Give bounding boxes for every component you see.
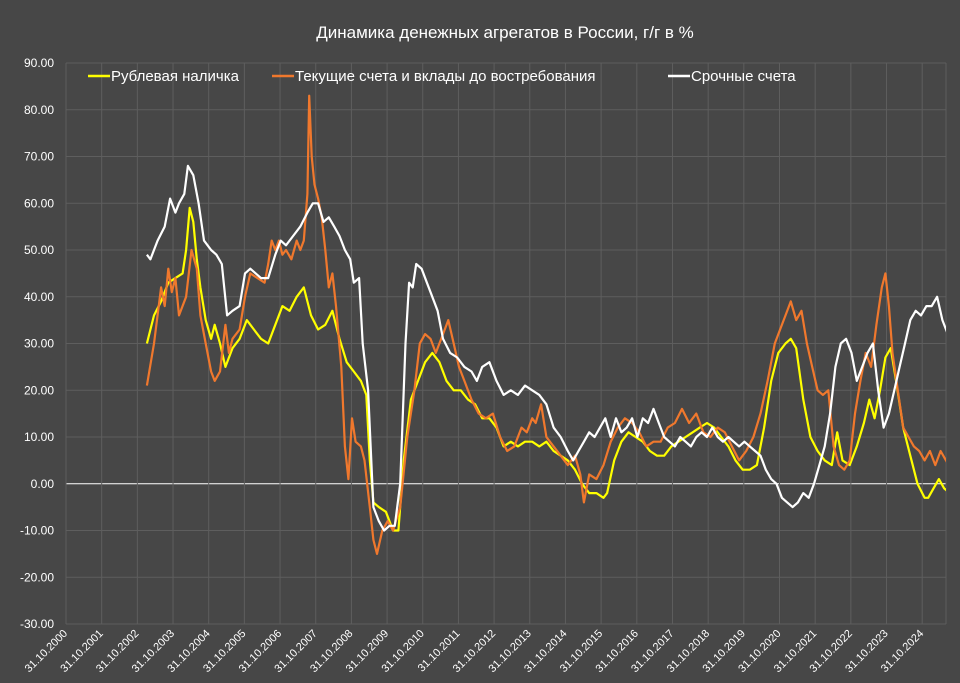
chart-title: Динамика денежных агрегатов в России, г/… (316, 23, 694, 42)
series-line-3 (146, 164, 946, 532)
y-tick-label: 50.00 (24, 243, 54, 257)
y-tick-label: 20.00 (24, 383, 54, 397)
legend-label-3: Срочные счета (691, 68, 796, 85)
y-tick-label: -10.00 (20, 524, 54, 538)
y-tick-label: 0.00 (31, 477, 55, 491)
legend-label-2: Текущие счета и вклады до востребования (295, 68, 596, 85)
y-tick-label: 40.00 (24, 290, 54, 304)
y-tick-label: 90.00 (24, 56, 54, 70)
grid-lines (65, 62, 947, 625)
series-line-1 (145, 206, 946, 532)
y-tick-label: 80.00 (24, 103, 54, 117)
series-lines (145, 94, 946, 555)
legend: Рублевая наличка Текущие счета и вклады д… (88, 68, 796, 85)
y-tick-label: 70.00 (24, 150, 54, 164)
y-axis-ticks: 90.00 80.00 70.00 60.00 50.00 40.00 30.00 20.00… (20, 56, 54, 631)
y-tick-label: -20.00 (20, 570, 54, 584)
y-tick-label: -30.00 (20, 617, 54, 631)
y-tick-label: 60.00 (24, 196, 54, 210)
y-tick-label: 30.00 (24, 337, 54, 351)
legend-label-1: Рублевая наличка (111, 68, 240, 85)
y-tick-label: 10.00 (24, 430, 54, 444)
series-line-2 (145, 94, 946, 555)
